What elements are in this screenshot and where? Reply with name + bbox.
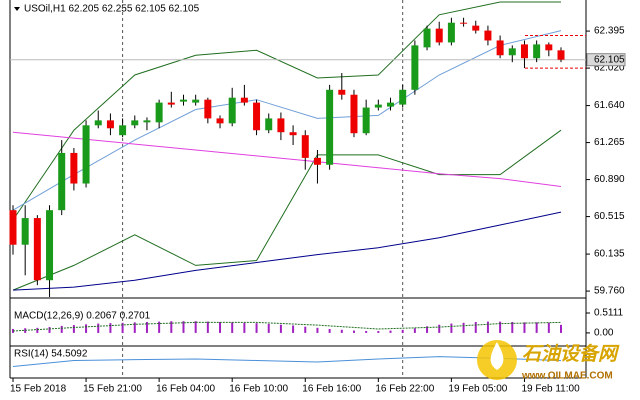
candle-body — [46, 210, 54, 281]
rsi-line — [12, 356, 562, 367]
candle-body — [21, 218, 29, 245]
y-tick-label: 0.5111 — [594, 308, 624, 319]
watermark-url: www.OILMAE.COM — [521, 371, 613, 382]
candle-body — [496, 40, 504, 56]
macd-signal — [12, 321, 562, 332]
candle-body — [94, 120, 102, 126]
last-price-label: 62.105 — [594, 54, 625, 65]
candle-body — [326, 89, 334, 165]
candle-body — [301, 135, 309, 158]
y-tick-label: 62.395 — [594, 26, 625, 37]
candle-body — [155, 102, 163, 123]
candle-body — [179, 99, 187, 102]
y-tick-label: 59.760 — [594, 286, 625, 297]
candle-body — [399, 89, 407, 105]
candle-body — [423, 28, 431, 48]
candle-body — [545, 44, 553, 51]
candle-body — [508, 48, 516, 56]
macd-label: MACD(12,26,9) 0.2067 0.2701 — [14, 311, 151, 322]
candle-body — [289, 132, 297, 136]
candle-body — [387, 102, 395, 107]
rsi-label: RSI(14) 54.5092 — [14, 349, 88, 360]
candle-body — [484, 30, 492, 41]
candle-body — [216, 118, 224, 124]
candle-body — [265, 118, 273, 131]
indicator-line — [12, 129, 562, 291]
candle-body — [58, 152, 66, 211]
candle-body — [204, 99, 212, 119]
last-price-box — [586, 53, 626, 67]
candle-body — [253, 102, 261, 131]
indicator-line — [12, 30, 562, 211]
watermark-title: 石油设备网 — [522, 343, 620, 365]
candle-body — [533, 44, 541, 59]
candle-body — [350, 94, 358, 134]
candle-body — [192, 99, 200, 103]
y-tick-label: 60.135 — [594, 249, 625, 260]
candle-body — [338, 89, 346, 95]
candle-body — [411, 45, 419, 90]
y-tick-label: 60.515 — [594, 211, 625, 222]
candle-body — [472, 25, 480, 31]
candle-body — [106, 120, 114, 129]
indicator-line — [12, 211, 562, 291]
candle-body — [70, 152, 78, 184]
candle-body — [33, 218, 41, 281]
x-tick-label: 16 Feb 16:00 — [302, 384, 361, 395]
candle-body — [460, 22, 468, 24]
menu-triangle — [14, 7, 20, 11]
x-tick-label: 15 Feb 21:00 — [83, 384, 142, 395]
x-tick-label: 16 Feb 04:00 — [156, 384, 215, 395]
x-tick-label: 16 Feb 10:00 — [229, 384, 288, 395]
x-tick-label: 19 Feb 05:00 — [448, 384, 507, 395]
watermark-drop — [490, 342, 504, 370]
x-tick-label: 16 Feb 22:00 — [375, 384, 434, 395]
chart-title: USOil,H1 62.205 62.255 62.105 62.105 — [24, 4, 200, 15]
candle-body — [277, 118, 285, 133]
candle-body — [313, 157, 321, 165]
candle-body — [557, 50, 565, 60]
x-tick-label: 15 Feb 2018 — [10, 384, 67, 395]
candle-body — [362, 107, 370, 134]
candle-body — [82, 125, 90, 184]
candle-body — [228, 97, 236, 124]
y-tick-label: 61.640 — [594, 100, 625, 111]
y-tick-label: 0.00 — [594, 328, 614, 339]
y-tick-label: 61.265 — [594, 137, 625, 148]
candle-body — [447, 22, 455, 43]
indicator-line — [12, 1, 561, 221]
candle-body — [374, 104, 382, 108]
candle-body — [143, 120, 151, 123]
candle-body — [119, 125, 127, 136]
candle-body — [240, 97, 248, 103]
y-tick-label: 60.890 — [594, 174, 625, 185]
candle-body — [131, 120, 139, 126]
x-tick-label: 19 Feb 11:00 — [521, 384, 580, 395]
candle-body — [520, 44, 528, 59]
candle-body — [9, 210, 17, 245]
indicator-line — [12, 131, 562, 187]
candle-body — [167, 102, 175, 105]
y-tick-label: 62.020 — [594, 63, 625, 74]
candle-body — [435, 28, 443, 43]
